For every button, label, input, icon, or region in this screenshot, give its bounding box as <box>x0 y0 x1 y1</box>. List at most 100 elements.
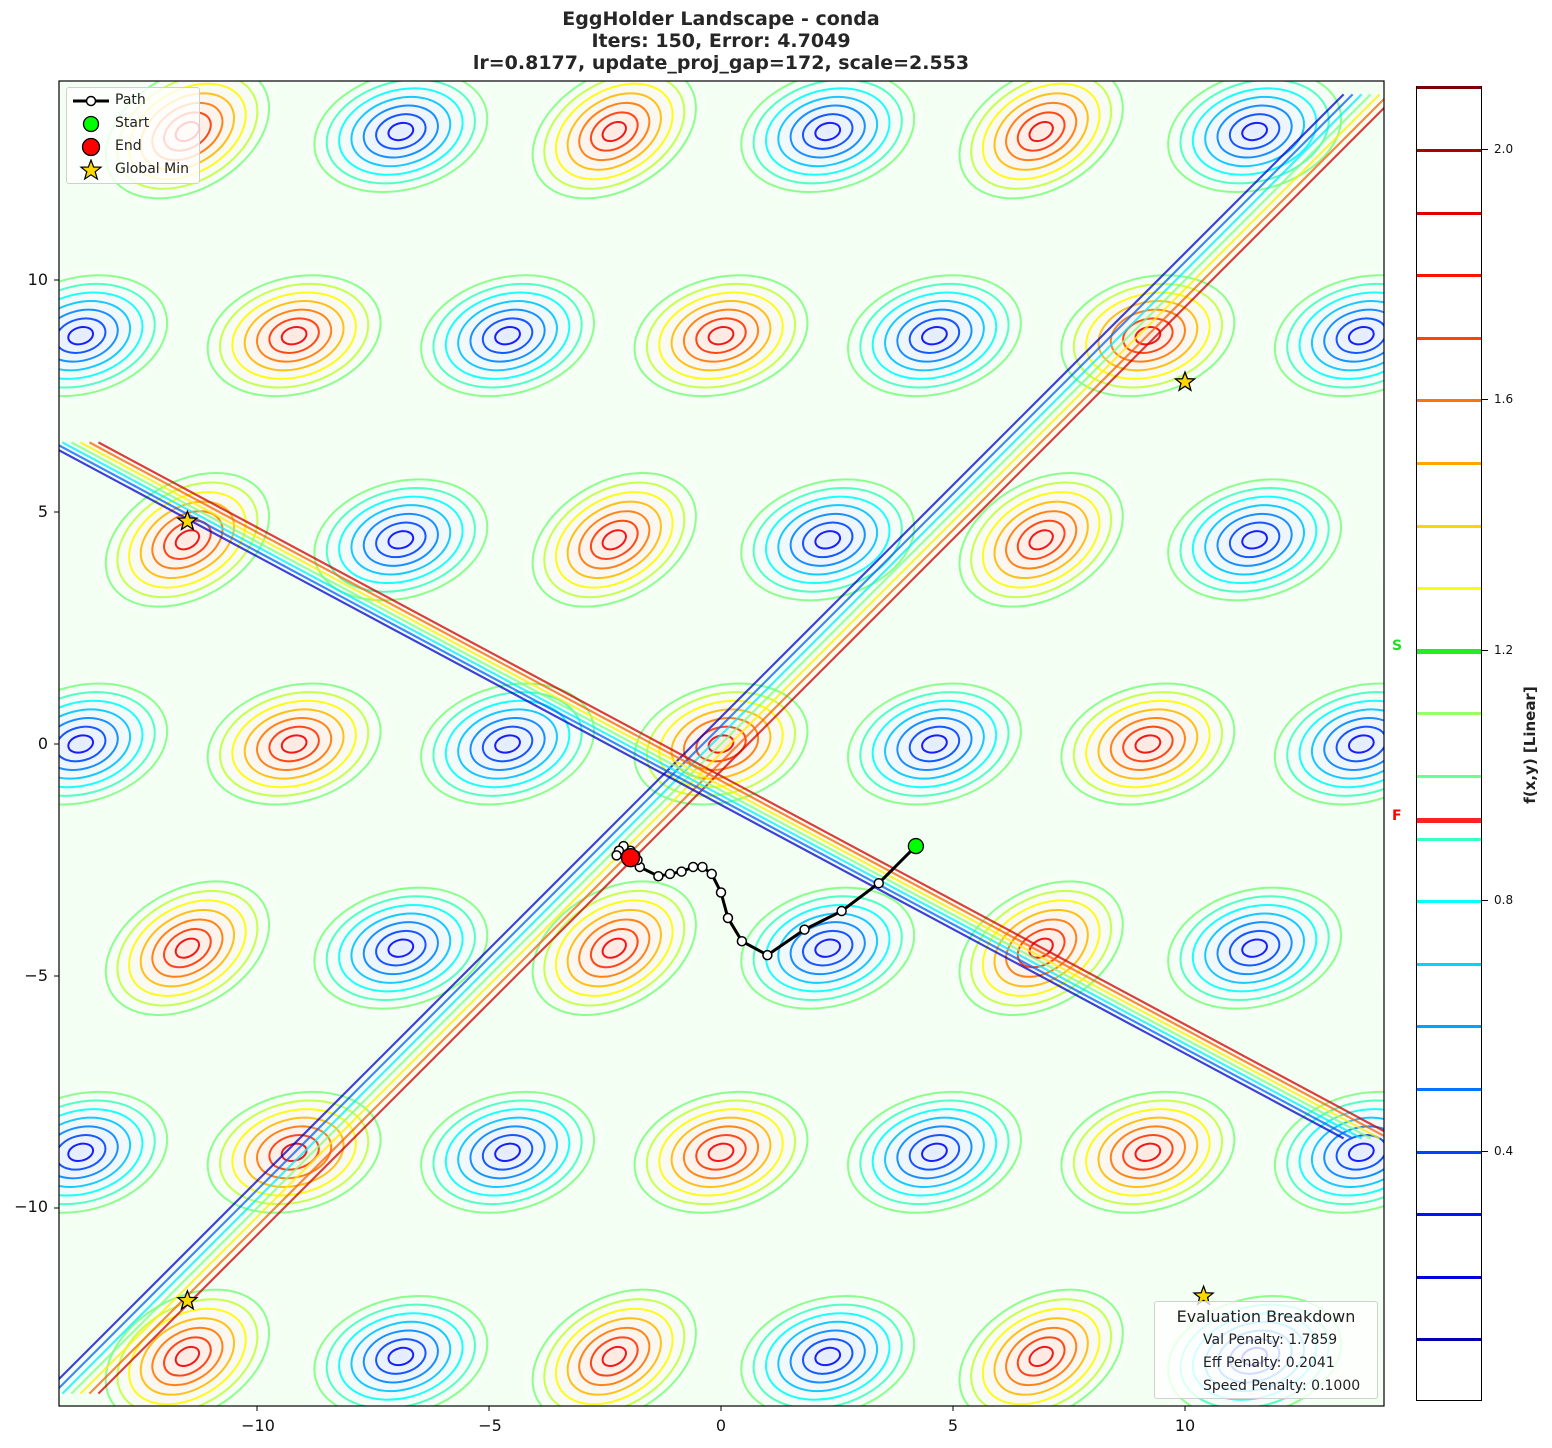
colorbar-title: f(x,y) [Linear] <box>1521 686 1539 804</box>
colorbar-level-line <box>1417 1275 1481 1279</box>
eff-penalty: Eff Penalty: 0.2041 <box>1203 1355 1335 1371</box>
contour-group <box>1044 671 1252 817</box>
y-axis-ticks <box>54 279 59 1209</box>
contour-group <box>830 1079 1039 1225</box>
start-marker <box>907 837 925 855</box>
path-point <box>664 868 676 880</box>
legend-item-end: End <box>67 136 199 158</box>
x-tick-label: −5 <box>478 1416 502 1435</box>
end-marker <box>620 848 641 868</box>
contour-group <box>403 263 612 409</box>
path-point <box>697 861 708 873</box>
x-tick-label: 0 <box>715 1416 727 1435</box>
colorbar-level-line <box>1417 86 1481 90</box>
evaluation-heading: Evaluation Breakdown <box>1176 1307 1356 1326</box>
colorbar-level-line <box>1417 1150 1481 1154</box>
legend-item-path: Path <box>67 90 199 112</box>
y-tick-label: 5 <box>37 502 48 521</box>
path-point <box>611 850 622 861</box>
colorbar-tick <box>1482 650 1488 651</box>
legend-item-global-min: Global Min <box>67 159 199 181</box>
colorbar-final-marker: F <box>1392 808 1402 824</box>
legend-item-start: Start <box>67 113 199 135</box>
path-point <box>653 870 664 882</box>
contour-group <box>516 81 713 212</box>
chart-title: EggHolder Landscape - conda Iters: 150, … <box>0 8 1442 74</box>
path-point <box>715 887 727 898</box>
path-point <box>722 912 734 924</box>
colorbar-level-line <box>1417 1025 1481 1029</box>
contour-group <box>1257 263 1384 409</box>
path-point <box>706 868 717 880</box>
contour-group <box>1150 875 1359 1021</box>
y-tick-label: −10 <box>14 1197 48 1216</box>
path-point <box>836 905 847 917</box>
contour-group <box>297 81 505 205</box>
colorbar-level-line <box>1417 1338 1481 1342</box>
x-axis-ticks <box>256 1406 1186 1411</box>
contour-group <box>617 1079 825 1225</box>
global-min-star-icon <box>1173 370 1197 392</box>
global-min-star-icon <box>1192 1284 1215 1306</box>
contour-group <box>1044 1079 1252 1225</box>
colorbar-tick-label: 2.0 <box>1494 142 1514 156</box>
contour-group <box>516 459 713 621</box>
colorbar-level-line <box>1417 775 1481 778</box>
colorbar-level-line <box>1417 336 1481 340</box>
contour-group <box>516 1276 713 1406</box>
contour-group <box>59 1079 185 1225</box>
legend-label: Start <box>115 115 150 131</box>
optimizer-path <box>176 370 1215 1311</box>
title-line-1: EggHolder Landscape - conda <box>562 8 880 30</box>
start-circle-icon <box>82 115 100 133</box>
colorbar-level-line <box>1417 900 1481 904</box>
colorbar-tick <box>1482 1151 1488 1152</box>
colorbar-tick-label: 1.2 <box>1494 643 1514 657</box>
path-point <box>676 866 687 877</box>
colorbar-start-marker: S <box>1392 638 1403 654</box>
colorbar-level-line <box>1417 1088 1481 1091</box>
contour-group <box>1150 467 1359 613</box>
contour-group <box>89 867 286 1029</box>
contour-group <box>297 1283 505 1406</box>
contour-group <box>617 263 825 409</box>
x-tick-label: 10 <box>1174 1416 1196 1435</box>
legend-label: End <box>115 138 142 154</box>
global-min-star-icon <box>176 1288 199 1311</box>
legend-label: Path <box>115 92 146 108</box>
contour-group <box>723 875 932 1021</box>
contour-group <box>943 1276 1140 1406</box>
colorbar-level-line <box>1417 211 1481 215</box>
colorbar-level-line <box>1417 399 1481 403</box>
colorbar-highlight-line <box>1417 648 1481 654</box>
path-point <box>736 935 748 947</box>
contour-group <box>723 1283 932 1406</box>
contour-group <box>830 263 1039 409</box>
colorbar-highlight-line <box>1417 817 1481 823</box>
contour-group <box>723 81 932 205</box>
colorbar-tick <box>1482 149 1488 150</box>
y-tick-label: 10 <box>27 270 48 289</box>
contour-group <box>59 263 185 409</box>
contour-group <box>1257 671 1384 817</box>
end-circle-icon <box>81 137 101 157</box>
contour-group <box>403 1079 612 1225</box>
contour-layer <box>59 81 1384 1406</box>
contour-group <box>89 459 286 621</box>
colorbar <box>1416 86 1482 1401</box>
path-point <box>873 877 885 889</box>
colorbar-level-line <box>1417 712 1481 716</box>
title-line-3: lr=0.8177, update_proj_gap=172, scale=2.… <box>472 52 970 74</box>
path-point <box>762 949 773 961</box>
contour-group <box>830 671 1039 817</box>
title-line-2: Iters: 150, Error: 4.7049 <box>591 30 851 52</box>
global-min-star-icon <box>176 509 199 531</box>
contour-group <box>190 671 398 817</box>
colorbar-tick <box>1482 399 1488 400</box>
colorbar-tick <box>1482 900 1488 901</box>
y-tick-label: 0 <box>37 734 48 753</box>
colorbar-level-line <box>1417 587 1481 591</box>
x-tick-label: −10 <box>241 1416 275 1435</box>
path-line-icon <box>73 95 109 107</box>
